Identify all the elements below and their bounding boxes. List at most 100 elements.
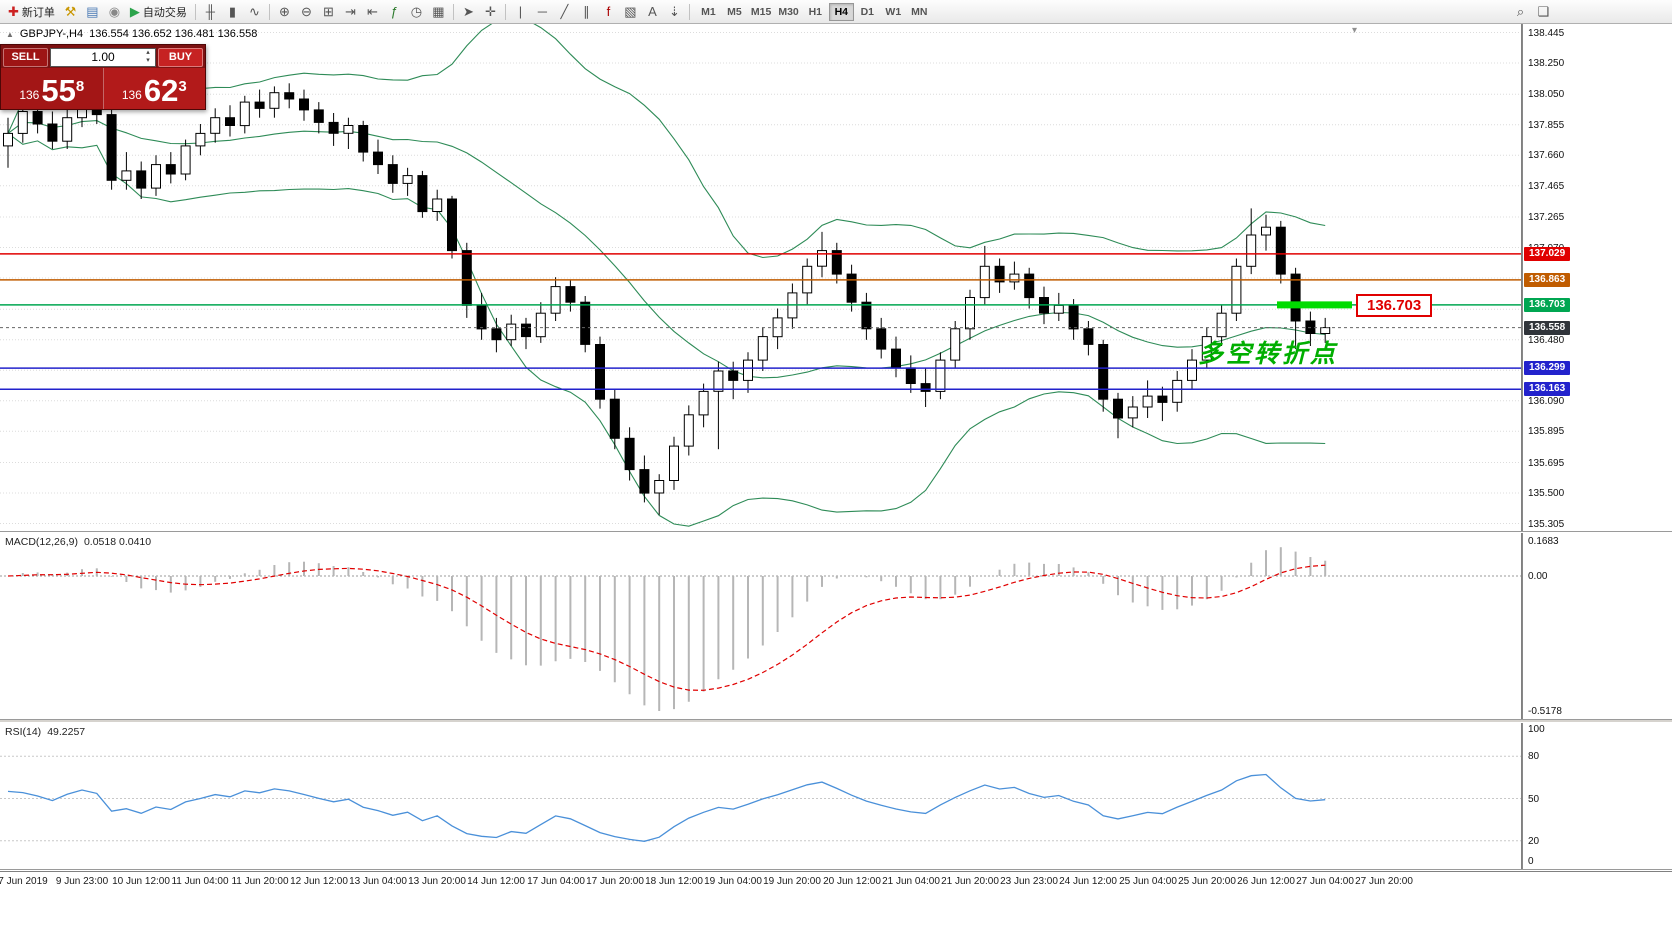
chart-tools-button[interactable]: ⚒ (60, 2, 81, 22)
timeframe-h4-button[interactable]: H4 (828, 2, 854, 21)
bull-candle (713, 370, 724, 392)
time-axis-label: 21 Jun 20:00 (941, 876, 999, 887)
line-chart-button[interactable]: ∿ (244, 2, 265, 22)
horizontal-line-button[interactable]: ─ (532, 2, 553, 22)
text-button[interactable]: A (642, 2, 663, 22)
strategy-button[interactable]: ◉ (104, 2, 125, 22)
sell-price[interactable]: 136 55 8 (1, 68, 104, 109)
rsi-value: 49.2257 (47, 726, 86, 738)
price-axis-badge: 137.029 (1524, 247, 1571, 261)
shapes-button[interactable]: ▧ (620, 2, 641, 22)
bear-candle (521, 323, 531, 338)
axis-tick-label: 135.695 (1528, 458, 1565, 469)
bull-candle (1216, 312, 1227, 338)
periods-button[interactable]: ◷ (406, 2, 427, 22)
price-axis[interactable]: 138.445 138.250 138.050 137.855 137.660 137.4… (1522, 24, 1672, 531)
channel-button[interactable]: ∥ (576, 2, 597, 22)
panel-separator[interactable] (0, 719, 1672, 723)
buy-button[interactable]: BUY (158, 47, 203, 67)
spinner-down-icon[interactable]: ▾ (146, 57, 150, 64)
zoom-in-button[interactable]: ⊕ (274, 2, 295, 22)
new-order-button[interactable]: ✚ 新订单 (4, 2, 59, 22)
bear-candle (994, 265, 1005, 283)
search-button[interactable]: ⌕ (1510, 2, 1531, 22)
timeframe-m1-button[interactable]: M1 (696, 3, 721, 21)
timeframe-m15-button[interactable]: M15 (748, 3, 774, 21)
time-axis-label: 11 Jun 04:00 (171, 876, 229, 887)
cursor-icon: ➤ (462, 4, 474, 19)
vertical-line-button[interactable]: | (510, 2, 531, 22)
bear-candle (920, 383, 931, 392)
tile-windows-button[interactable]: ⊞ (318, 2, 339, 22)
timeframe-m5-button[interactable]: M5 (722, 3, 747, 21)
symbol-timeframe-label: GBPJPY-,H4 (19, 28, 84, 40)
axis-tick-label: 100 (1528, 724, 1545, 735)
price-axis-badge: 136.863 (1524, 273, 1571, 287)
zoom-out-button[interactable]: ⊖ (296, 2, 317, 22)
volume-field[interactable]: 1.00 ▴ ▾ (50, 47, 156, 67)
macd-indicator-panel[interactable] (0, 533, 1522, 719)
spinner-up-icon[interactable]: ▴ (146, 49, 150, 56)
trendline-button[interactable]: ╱ (554, 2, 575, 22)
chart-shift-button[interactable]: ⇤ (362, 2, 383, 22)
axis-tick-label: 80 (1528, 751, 1540, 762)
auto-scroll-button[interactable]: ⇥ (340, 2, 361, 22)
fibonacci-button[interactable]: f (598, 2, 619, 22)
panel-separator[interactable] (0, 531, 1672, 533)
price-axis-badge: 136.299 (1524, 361, 1571, 375)
timeframe-d1-button[interactable]: D1 (855, 3, 880, 21)
indicators-button[interactable]: ƒ (384, 2, 405, 22)
bear-candle (565, 286, 576, 303)
bear-candle (728, 370, 739, 381)
crosshair-button[interactable]: ✛ (480, 2, 501, 22)
one-click-trading-panel: SELL 1.00 ▴ ▾ BUY 136 55 8 136 62 3 (0, 44, 206, 110)
main-price-chart[interactable] (0, 24, 1522, 531)
bull-candle (965, 297, 975, 330)
candlestick-chart-button[interactable]: ▮ (222, 2, 243, 22)
timeframe-w1-button[interactable]: W1 (881, 3, 906, 21)
bull-candle (1246, 234, 1257, 267)
sell-button[interactable]: SELL (3, 47, 48, 67)
volume-spinner[interactable]: ▴ ▾ (142, 49, 154, 66)
bear-candle (136, 170, 147, 189)
time-axis[interactable]: 7 Jun 2019 9 Jun 23:00 10 Jun 12:00 11 Jun … (0, 871, 1672, 891)
time-axis-label: 27 Jun 20:00 (1355, 876, 1413, 887)
autotrading-button[interactable]: ▶ 自动交易 (126, 2, 191, 22)
new-order-icon: ✚ (8, 4, 19, 19)
time-axis-label: 19 Jun 20:00 (763, 876, 821, 887)
time-axis-label: 17 Jun 04:00 (527, 876, 585, 887)
cursor-button[interactable]: ➤ (458, 2, 479, 22)
rsi-name: RSI(14) (5, 726, 42, 738)
buy-price[interactable]: 136 62 3 (103, 68, 205, 109)
rsi-indicator-panel[interactable] (0, 723, 1522, 869)
bear-candle (1098, 344, 1109, 400)
bull-candle (1187, 359, 1197, 381)
time-axis-label: 13 Jun 04:00 (349, 876, 407, 887)
time-axis-label: 13 Jun 20:00 (408, 876, 466, 887)
bear-candle (905, 367, 916, 384)
timeframe-mn-button[interactable]: MN (907, 3, 932, 21)
price-callout[interactable]: 136.703 (1356, 294, 1433, 317)
buy-price-handle: 136 (121, 88, 142, 102)
rsi-label: RSI(14) 49.2257 (5, 726, 85, 738)
turning-point-annotation[interactable]: 多空转折点 (1198, 340, 1339, 368)
templates-button[interactable]: ▦ (428, 2, 449, 22)
sell-price-handle: 136 (19, 88, 40, 102)
time-axis-label: 18 Jun 12:00 (645, 876, 703, 887)
bar-chart-icon: ╫ (205, 4, 216, 19)
bar-chart-button[interactable]: ╫ (200, 2, 221, 22)
bear-candle (609, 398, 620, 439)
bull-candle (210, 117, 221, 134)
axis-tick-label: 137.265 (1528, 212, 1565, 223)
autotrading-icon: ▶ (129, 4, 140, 19)
macd-signal-line (7, 564, 1326, 691)
axis-tick-label: 0.00 (1528, 571, 1548, 582)
community-chat-button[interactable]: ❑ (1533, 2, 1554, 22)
axis-tick-label: 135.500 (1528, 488, 1565, 499)
bull-candle (151, 164, 161, 189)
timeframe-h1-button[interactable]: H1 (803, 3, 828, 21)
arrows-button[interactable]: ⇣ (664, 2, 685, 22)
timeframe-m30-button[interactable]: M30 (775, 3, 801, 21)
bear-candle (595, 344, 605, 400)
terminal-button[interactable]: ▤ (82, 2, 103, 22)
